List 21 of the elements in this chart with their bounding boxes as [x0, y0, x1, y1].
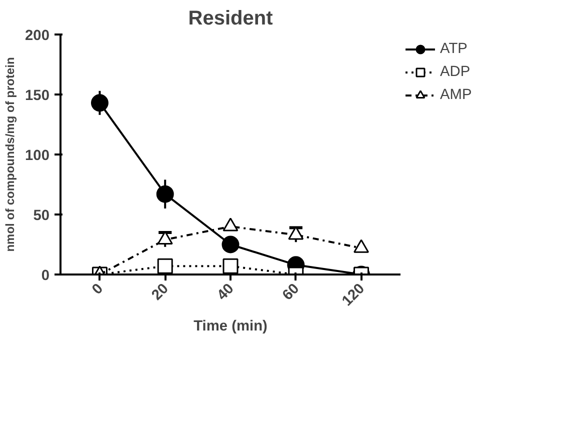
- legend-label: ATP: [440, 41, 468, 57]
- point: [156, 185, 174, 203]
- x-tick-label: 0: [89, 280, 106, 298]
- x-tick-label: 20: [148, 280, 172, 304]
- y-tick-label: 100: [25, 148, 50, 164]
- x-tick-label: 40: [214, 280, 238, 304]
- point: [354, 239, 370, 253]
- point: [288, 226, 304, 240]
- y-tick-label: 0: [41, 268, 50, 284]
- x-tick-label: 60: [280, 280, 303, 304]
- legend-label: AMP: [440, 87, 472, 103]
- chart-title: Resident: [188, 8, 274, 30]
- point: [90, 94, 108, 112]
- legend-label: ADP: [440, 64, 470, 80]
- point: [222, 218, 238, 232]
- y-tick-label: 150: [25, 88, 50, 104]
- y-tick-label: 50: [33, 208, 50, 224]
- x-axis-title: Time (min): [194, 318, 268, 335]
- y-tick-label: 200: [25, 28, 50, 44]
- y-axis-title: nmol of compounds/mg of protein: [3, 57, 18, 252]
- x-tick-label: 120: [339, 280, 368, 310]
